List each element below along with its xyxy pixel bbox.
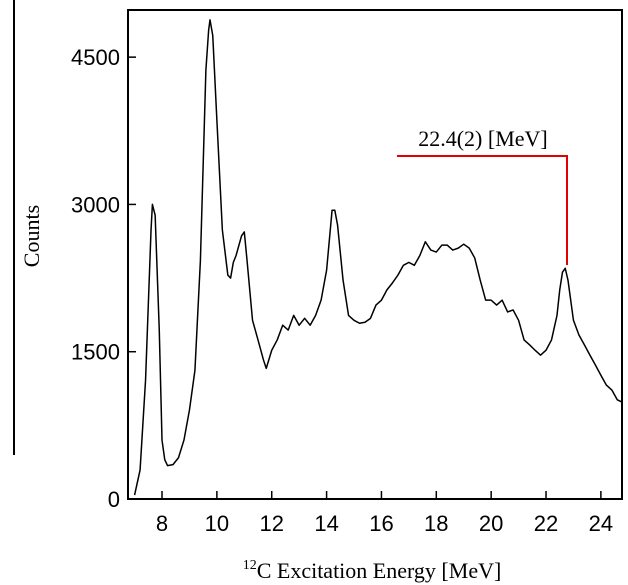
y-tick-label: 1500 [71,340,120,365]
x-axis-label: 12C Excitation Energy [MeV] [243,558,502,583]
x-axis-label-sup: 12 [243,558,257,573]
y-tick-label: 4500 [71,45,120,70]
x-axis-label-main: C Excitation Energy [MeV] [257,558,502,583]
x-tick-label: 8 [156,511,168,536]
x-tick-label: 14 [314,511,338,536]
x-tick-label: 18 [424,511,448,536]
x-tick-label: 16 [369,511,393,536]
x-tick-label: 20 [479,511,503,536]
annotation-text: 22.4(2) [MeV] [418,126,548,151]
y-axis-label: Counts [19,205,44,267]
annotation-line [397,155,568,265]
x-tick-label: 24 [589,511,613,536]
y-tick-label: 0 [108,487,120,512]
plot-frame [127,9,623,500]
x-tick-label: 12 [259,511,283,536]
y-tick-label: 3000 [71,192,120,217]
spectrum-line [133,19,622,496]
x-tick-label: 22 [534,511,558,536]
x-tick-label: 10 [205,511,229,536]
